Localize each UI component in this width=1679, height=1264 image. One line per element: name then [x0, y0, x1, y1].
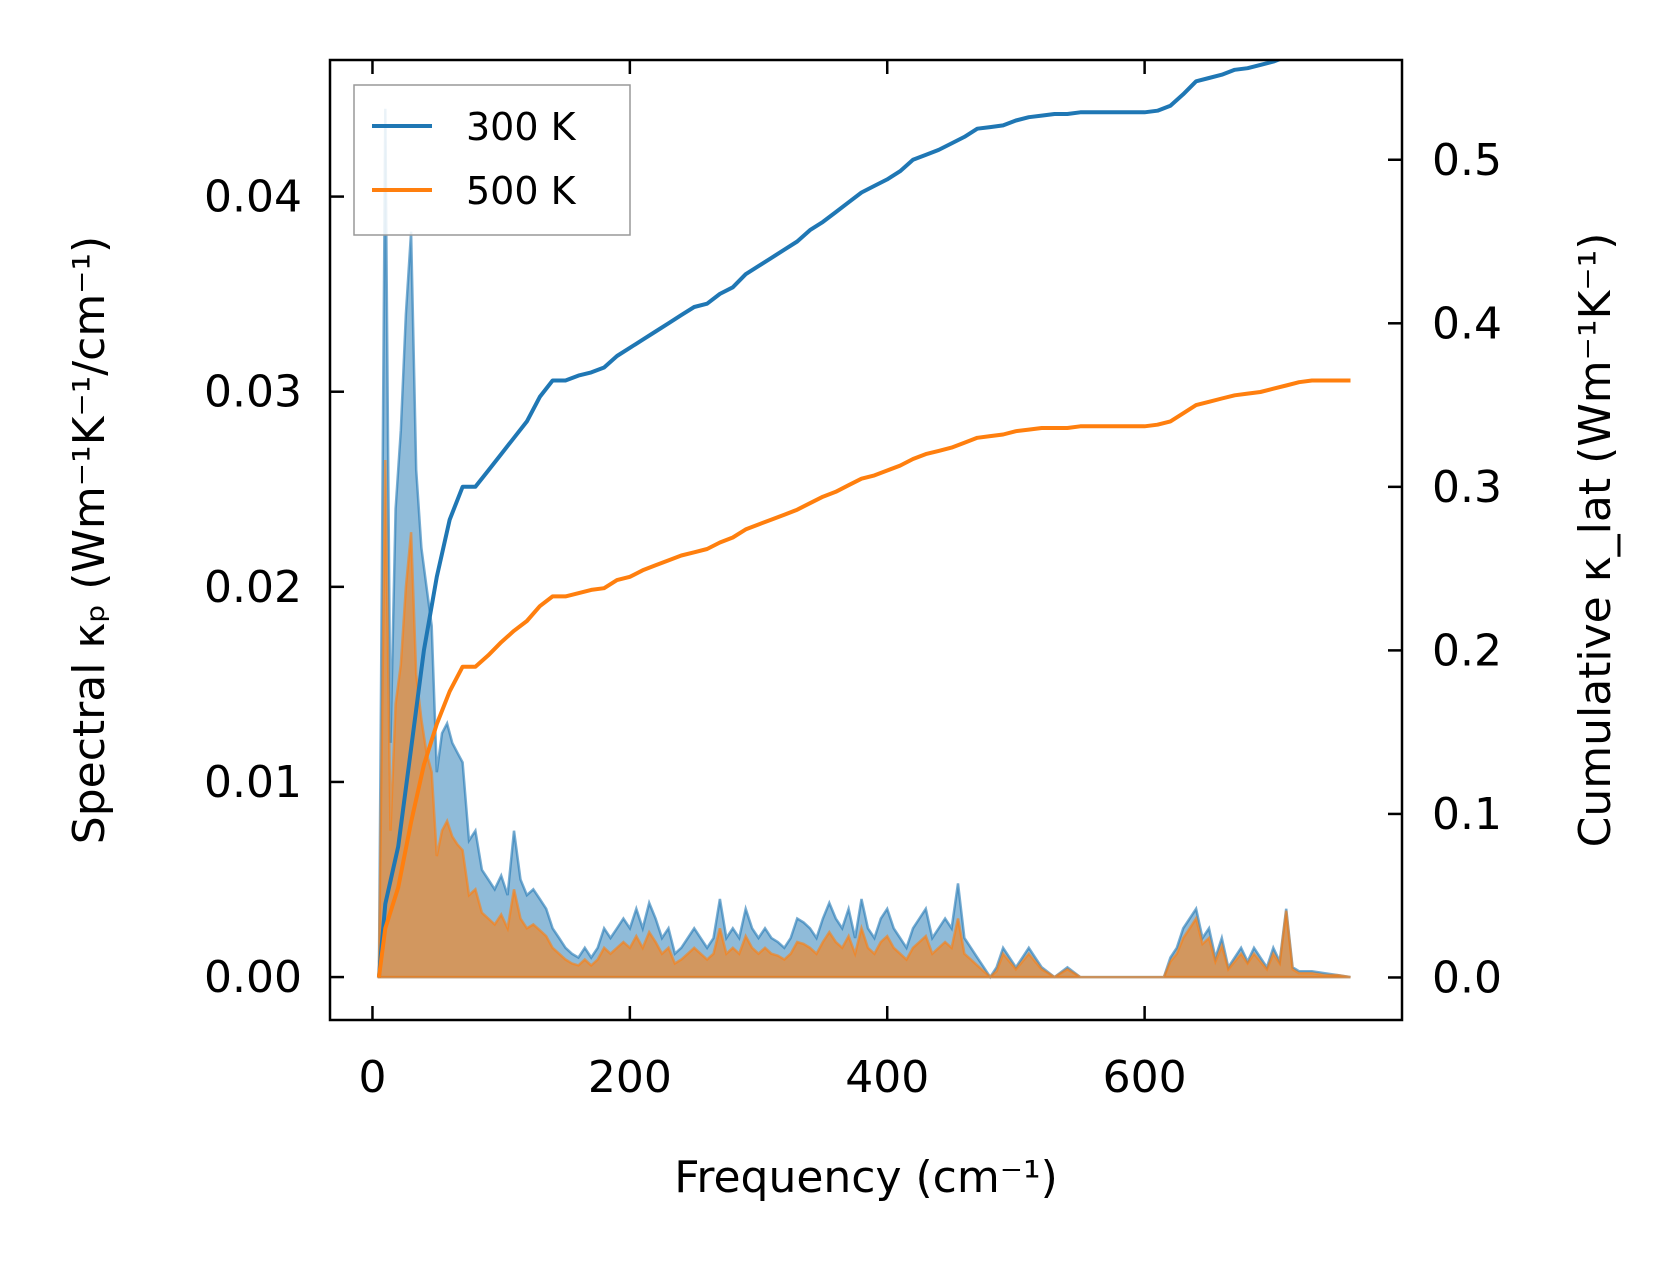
x-tick-label: 600 [1103, 1052, 1187, 1103]
y-left-tick-label: 0.02 [204, 562, 302, 613]
y-right-tick-label: 0.0 [1432, 952, 1502, 1003]
y-right-tick-label: 0.5 [1432, 135, 1502, 186]
cumulative-line-300k [376, 60, 1284, 978]
y-right-tick-label: 0.1 [1432, 789, 1502, 840]
y-right-axis-label: Cumulative κ_lat (Wm⁻¹K⁻¹) [1570, 233, 1621, 848]
y-left-axis-label: Spectral κₚ (Wm⁻¹K⁻¹/cm⁻¹) [64, 236, 115, 844]
tick-layer: 0 200 400 600 0.00 0.01 0.02 0.03 0.04 0.0 0.1 0.2 0… [204, 60, 1502, 1103]
legend-box [353, 84, 631, 236]
y-left-tick-label: 0.04 [204, 172, 302, 223]
x-tick-label: 200 [588, 1052, 672, 1103]
x-tick-label: 400 [845, 1052, 929, 1103]
y-left-tick-label: 0.03 [204, 367, 302, 418]
line-layer [376, 60, 1351, 978]
x-tick-label: 0 [358, 1052, 386, 1103]
x-axis-label: Frequency (cm⁻¹) [674, 1152, 1058, 1203]
y-left-tick-label: 0.00 [204, 952, 302, 1003]
spectral-fill-layer [377, 108, 1351, 980]
cumulative-line-500k [376, 378, 1351, 978]
spectral-area-500k [377, 459, 1351, 979]
y-right-tick-label: 0.2 [1432, 625, 1502, 676]
legend-label-500k: 500 K [466, 169, 577, 213]
legend: 300 K 500 K [353, 84, 631, 236]
y-right-tick-label: 0.4 [1432, 298, 1502, 349]
plot-frame [328, 58, 1404, 1022]
y-right-tick-label: 0.3 [1432, 462, 1502, 513]
y-left-tick-label: 0.01 [204, 757, 302, 808]
legend-label-300k: 300 K [466, 105, 577, 149]
